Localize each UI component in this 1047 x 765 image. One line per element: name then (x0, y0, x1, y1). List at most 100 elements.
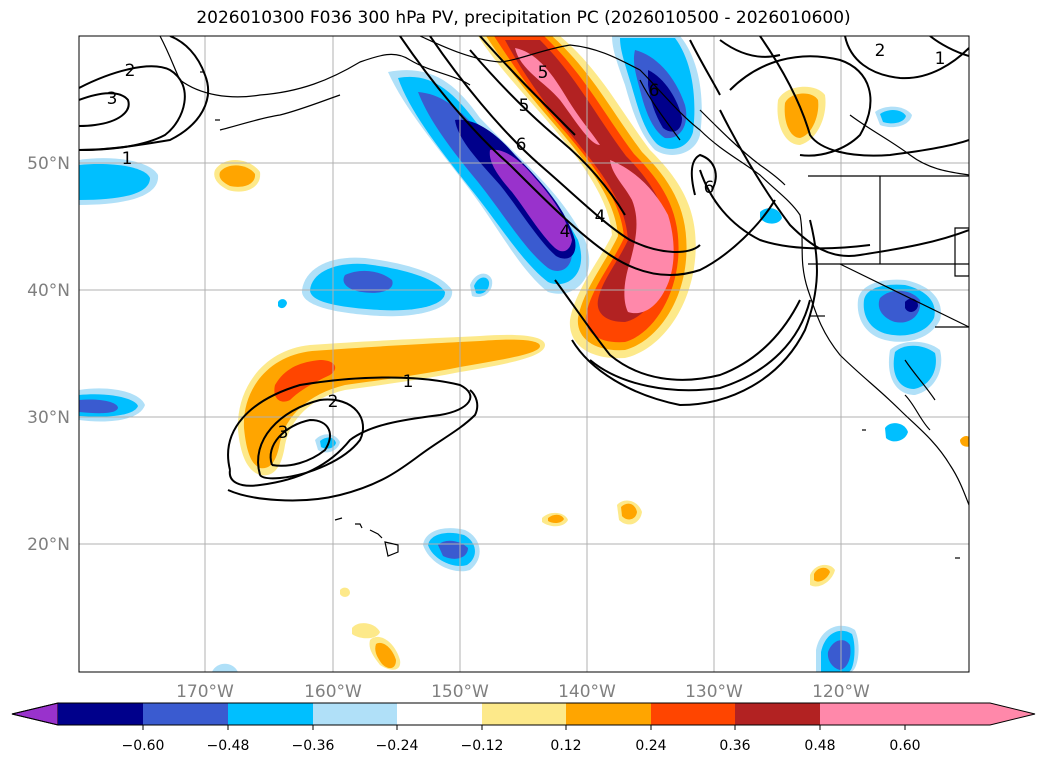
pv-contour-label: 5 (538, 63, 549, 83)
pv-contour-labels: 2 3 1 5 5 6 4 4 6 2 1 1 2 3 6 (107, 41, 946, 443)
precip-blob (905, 298, 918, 312)
pv-contour (227, 376, 472, 487)
colorbar-segment (735, 703, 820, 725)
precip-blob (548, 514, 564, 524)
lat-labels: 50°N 40°N 30°N 20°N (27, 154, 70, 555)
precip-blob (784, 93, 819, 138)
negative-precip-band (489, 149, 572, 252)
lat-label: 20°N (27, 535, 70, 555)
pv-contour (699, 169, 871, 250)
precip-blob (880, 110, 906, 124)
graticule (79, 36, 969, 672)
precip-blob (960, 436, 969, 447)
pv-contour (690, 153, 717, 196)
colorbar-tick-label: 0.24 (635, 738, 666, 754)
colorbar-segment (482, 703, 566, 725)
pv-contours (79, 36, 969, 502)
precip-blob (760, 208, 782, 224)
pv-contour-label: 3 (107, 89, 118, 109)
pv-contour (759, 36, 969, 157)
pv-contour-label: 6 (649, 81, 660, 101)
pv-contour (269, 418, 331, 467)
lon-label: 170°W (176, 682, 234, 702)
precip-blob (340, 587, 350, 597)
map-frame (78, 35, 970, 673)
pv-contour (257, 398, 365, 480)
pv-contour (469, 49, 626, 216)
lat-label: 40°N (27, 281, 70, 301)
colorbar-tick-label: −0.36 (292, 738, 335, 754)
map-title: 2026010300 F036 300 hPa PV, precipitatio… (196, 8, 851, 28)
pv-contour (79, 36, 210, 151)
lon-label: 150°W (431, 682, 489, 702)
pv-contour (571, 219, 818, 407)
pv-contour-label: 4 (595, 207, 606, 227)
lon-label: 130°W (685, 682, 743, 702)
colorbar-segment (313, 703, 397, 725)
pv-contour-label: 1 (122, 149, 133, 169)
pv-contour (399, 36, 776, 276)
pv-contour-label: 6 (704, 178, 715, 198)
colorbar-tick-label: −0.12 (461, 738, 504, 754)
pv-contour (589, 299, 811, 392)
colorbar-tick-label: −0.48 (207, 738, 250, 754)
pv-contour (844, 36, 969, 80)
pv-contour-label: 2 (125, 61, 136, 81)
precip-blob (352, 623, 380, 639)
lon-label: 120°W (812, 682, 870, 702)
colorbar-segment (397, 703, 482, 725)
lon-labels: 170°W 160°W 150°W 140°W 130°W 120°W (176, 682, 870, 702)
precip-blob (79, 164, 150, 200)
precip-blob (648, 70, 682, 132)
pv-contour-label: 6 (516, 135, 527, 155)
colorbar-tick-label: 0.12 (550, 738, 581, 754)
precip-blob (278, 299, 287, 309)
precip-blob (814, 567, 830, 582)
pv-contour-label: 1 (935, 49, 946, 69)
precip-blob (893, 345, 936, 389)
pv-contour-label: 1 (403, 372, 414, 392)
pv-contour (719, 39, 781, 58)
map-area: 2 3 1 5 5 6 4 4 6 2 1 1 2 3 6 (79, 36, 969, 672)
colorbar-segment (651, 703, 735, 725)
pv-contour (429, 36, 701, 253)
colorbar-outline (11, 702, 1036, 726)
positive-precip-band (515, 48, 600, 145)
pv-contour-label: 3 (278, 423, 289, 443)
colorbar: −0.60 −0.48 −0.36 −0.24 −0.12 0.12 0.24 … (11, 702, 1036, 754)
lat-label: 50°N (27, 154, 70, 174)
pv-contour (227, 389, 479, 502)
colorbar-segment (228, 703, 313, 725)
pv-contour-label: 4 (560, 222, 571, 242)
pv-contour (479, 36, 576, 136)
pv-contour (554, 279, 801, 381)
colorbar-segment (58, 703, 143, 725)
colorbar-tick-label: 0.60 (889, 738, 920, 754)
colorbar-tick-label: −0.24 (376, 738, 419, 754)
lat-label: 30°N (27, 408, 70, 428)
pv-contour-label: 2 (328, 392, 339, 412)
lon-label: 140°W (558, 682, 616, 702)
colorbar-tick-label: 0.48 (804, 738, 835, 754)
colorbar-tick-label: −0.60 (122, 738, 165, 754)
pv-contour (689, 39, 721, 96)
precip-blob (343, 270, 393, 293)
precip-blob (79, 399, 118, 414)
precip-blob (375, 642, 396, 669)
precip-blob (621, 503, 637, 520)
precip-blob (885, 423, 908, 442)
pv-contour (729, 55, 872, 157)
positive-precip-band (505, 40, 669, 322)
colorbar-segment (820, 703, 905, 725)
colorbar-segment (143, 703, 228, 725)
colorbar-ticks (142, 725, 906, 730)
precip-blob (827, 640, 851, 670)
colorbar-extend-max (905, 703, 1035, 725)
pv-contour-label: 5 (519, 96, 530, 116)
colorbar-extend-min (11, 702, 59, 726)
precip-blob (212, 663, 238, 672)
subtropical-precip-band (274, 360, 336, 402)
precip-blob (219, 165, 256, 187)
colorbar-tick-label: 0.36 (719, 738, 750, 754)
